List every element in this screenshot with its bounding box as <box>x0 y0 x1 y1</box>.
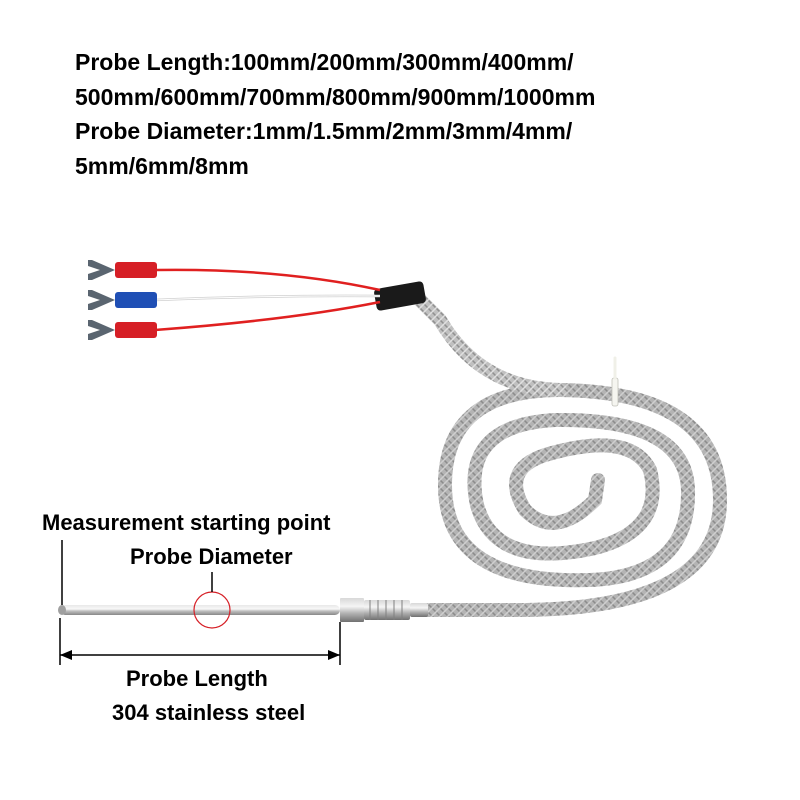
lead-wires <box>155 270 380 330</box>
cable-tie <box>612 358 618 406</box>
braided-cable <box>425 390 720 610</box>
spade-connector-3 <box>88 320 157 340</box>
sensor-diagram <box>0 0 800 800</box>
probe-shaft <box>58 605 340 615</box>
spade-connector-2 <box>88 290 157 310</box>
cable-lead <box>420 300 560 390</box>
spade-connector-1 <box>88 260 157 280</box>
compression-fitting <box>340 598 428 622</box>
probe-length-dimension <box>60 618 340 665</box>
